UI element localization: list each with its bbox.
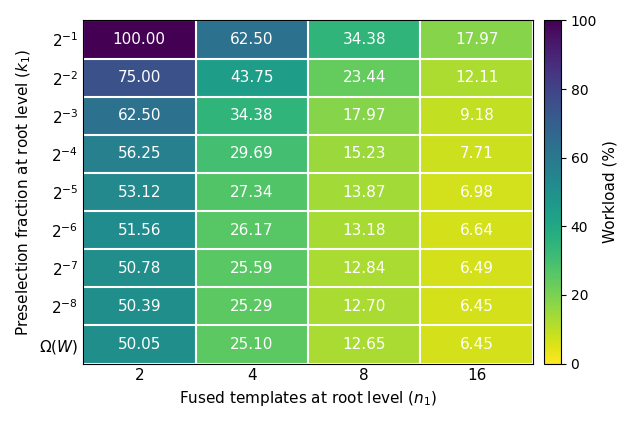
Text: 13.18: 13.18 xyxy=(342,222,386,238)
Text: 6.49: 6.49 xyxy=(460,261,493,276)
Text: 25.10: 25.10 xyxy=(230,337,273,352)
Text: 12.11: 12.11 xyxy=(455,70,499,85)
X-axis label: Fused templates at root level ($n_1$): Fused templates at root level ($n_1$) xyxy=(179,389,437,408)
Text: 12.65: 12.65 xyxy=(342,337,386,352)
Text: 75.00: 75.00 xyxy=(118,70,161,85)
Text: 53.12: 53.12 xyxy=(118,184,161,200)
Text: 25.29: 25.29 xyxy=(230,299,273,314)
Text: 29.69: 29.69 xyxy=(230,146,274,162)
Text: 6.45: 6.45 xyxy=(460,299,493,314)
Text: 7.71: 7.71 xyxy=(460,146,493,162)
Y-axis label: Workload (%): Workload (%) xyxy=(602,140,618,244)
Text: 50.39: 50.39 xyxy=(118,299,161,314)
Text: 12.84: 12.84 xyxy=(342,261,386,276)
Text: 15.23: 15.23 xyxy=(342,146,386,162)
Text: 51.56: 51.56 xyxy=(118,222,161,238)
Text: 17.97: 17.97 xyxy=(455,32,499,47)
Text: 6.64: 6.64 xyxy=(460,222,493,238)
Text: 25.59: 25.59 xyxy=(230,261,273,276)
Text: 12.70: 12.70 xyxy=(342,299,386,314)
Text: 34.38: 34.38 xyxy=(230,108,273,123)
Text: 9.18: 9.18 xyxy=(460,108,493,123)
Text: 34.38: 34.38 xyxy=(342,32,386,47)
Text: 23.44: 23.44 xyxy=(342,70,386,85)
Text: 50.05: 50.05 xyxy=(118,337,161,352)
Text: 17.97: 17.97 xyxy=(342,108,386,123)
Text: 56.25: 56.25 xyxy=(118,146,161,162)
Text: 62.50: 62.50 xyxy=(118,108,161,123)
Y-axis label: Preselection fraction at root level ($k_1$): Preselection fraction at root level ($k_… xyxy=(15,48,33,336)
Text: 100.00: 100.00 xyxy=(113,32,166,47)
Text: 50.78: 50.78 xyxy=(118,261,161,276)
Text: 27.34: 27.34 xyxy=(230,184,273,200)
Text: 6.98: 6.98 xyxy=(460,184,493,200)
Text: 13.87: 13.87 xyxy=(342,184,386,200)
Text: 6.45: 6.45 xyxy=(460,337,493,352)
Text: 62.50: 62.50 xyxy=(230,32,273,47)
Text: 26.17: 26.17 xyxy=(230,222,273,238)
Text: 43.75: 43.75 xyxy=(230,70,273,85)
